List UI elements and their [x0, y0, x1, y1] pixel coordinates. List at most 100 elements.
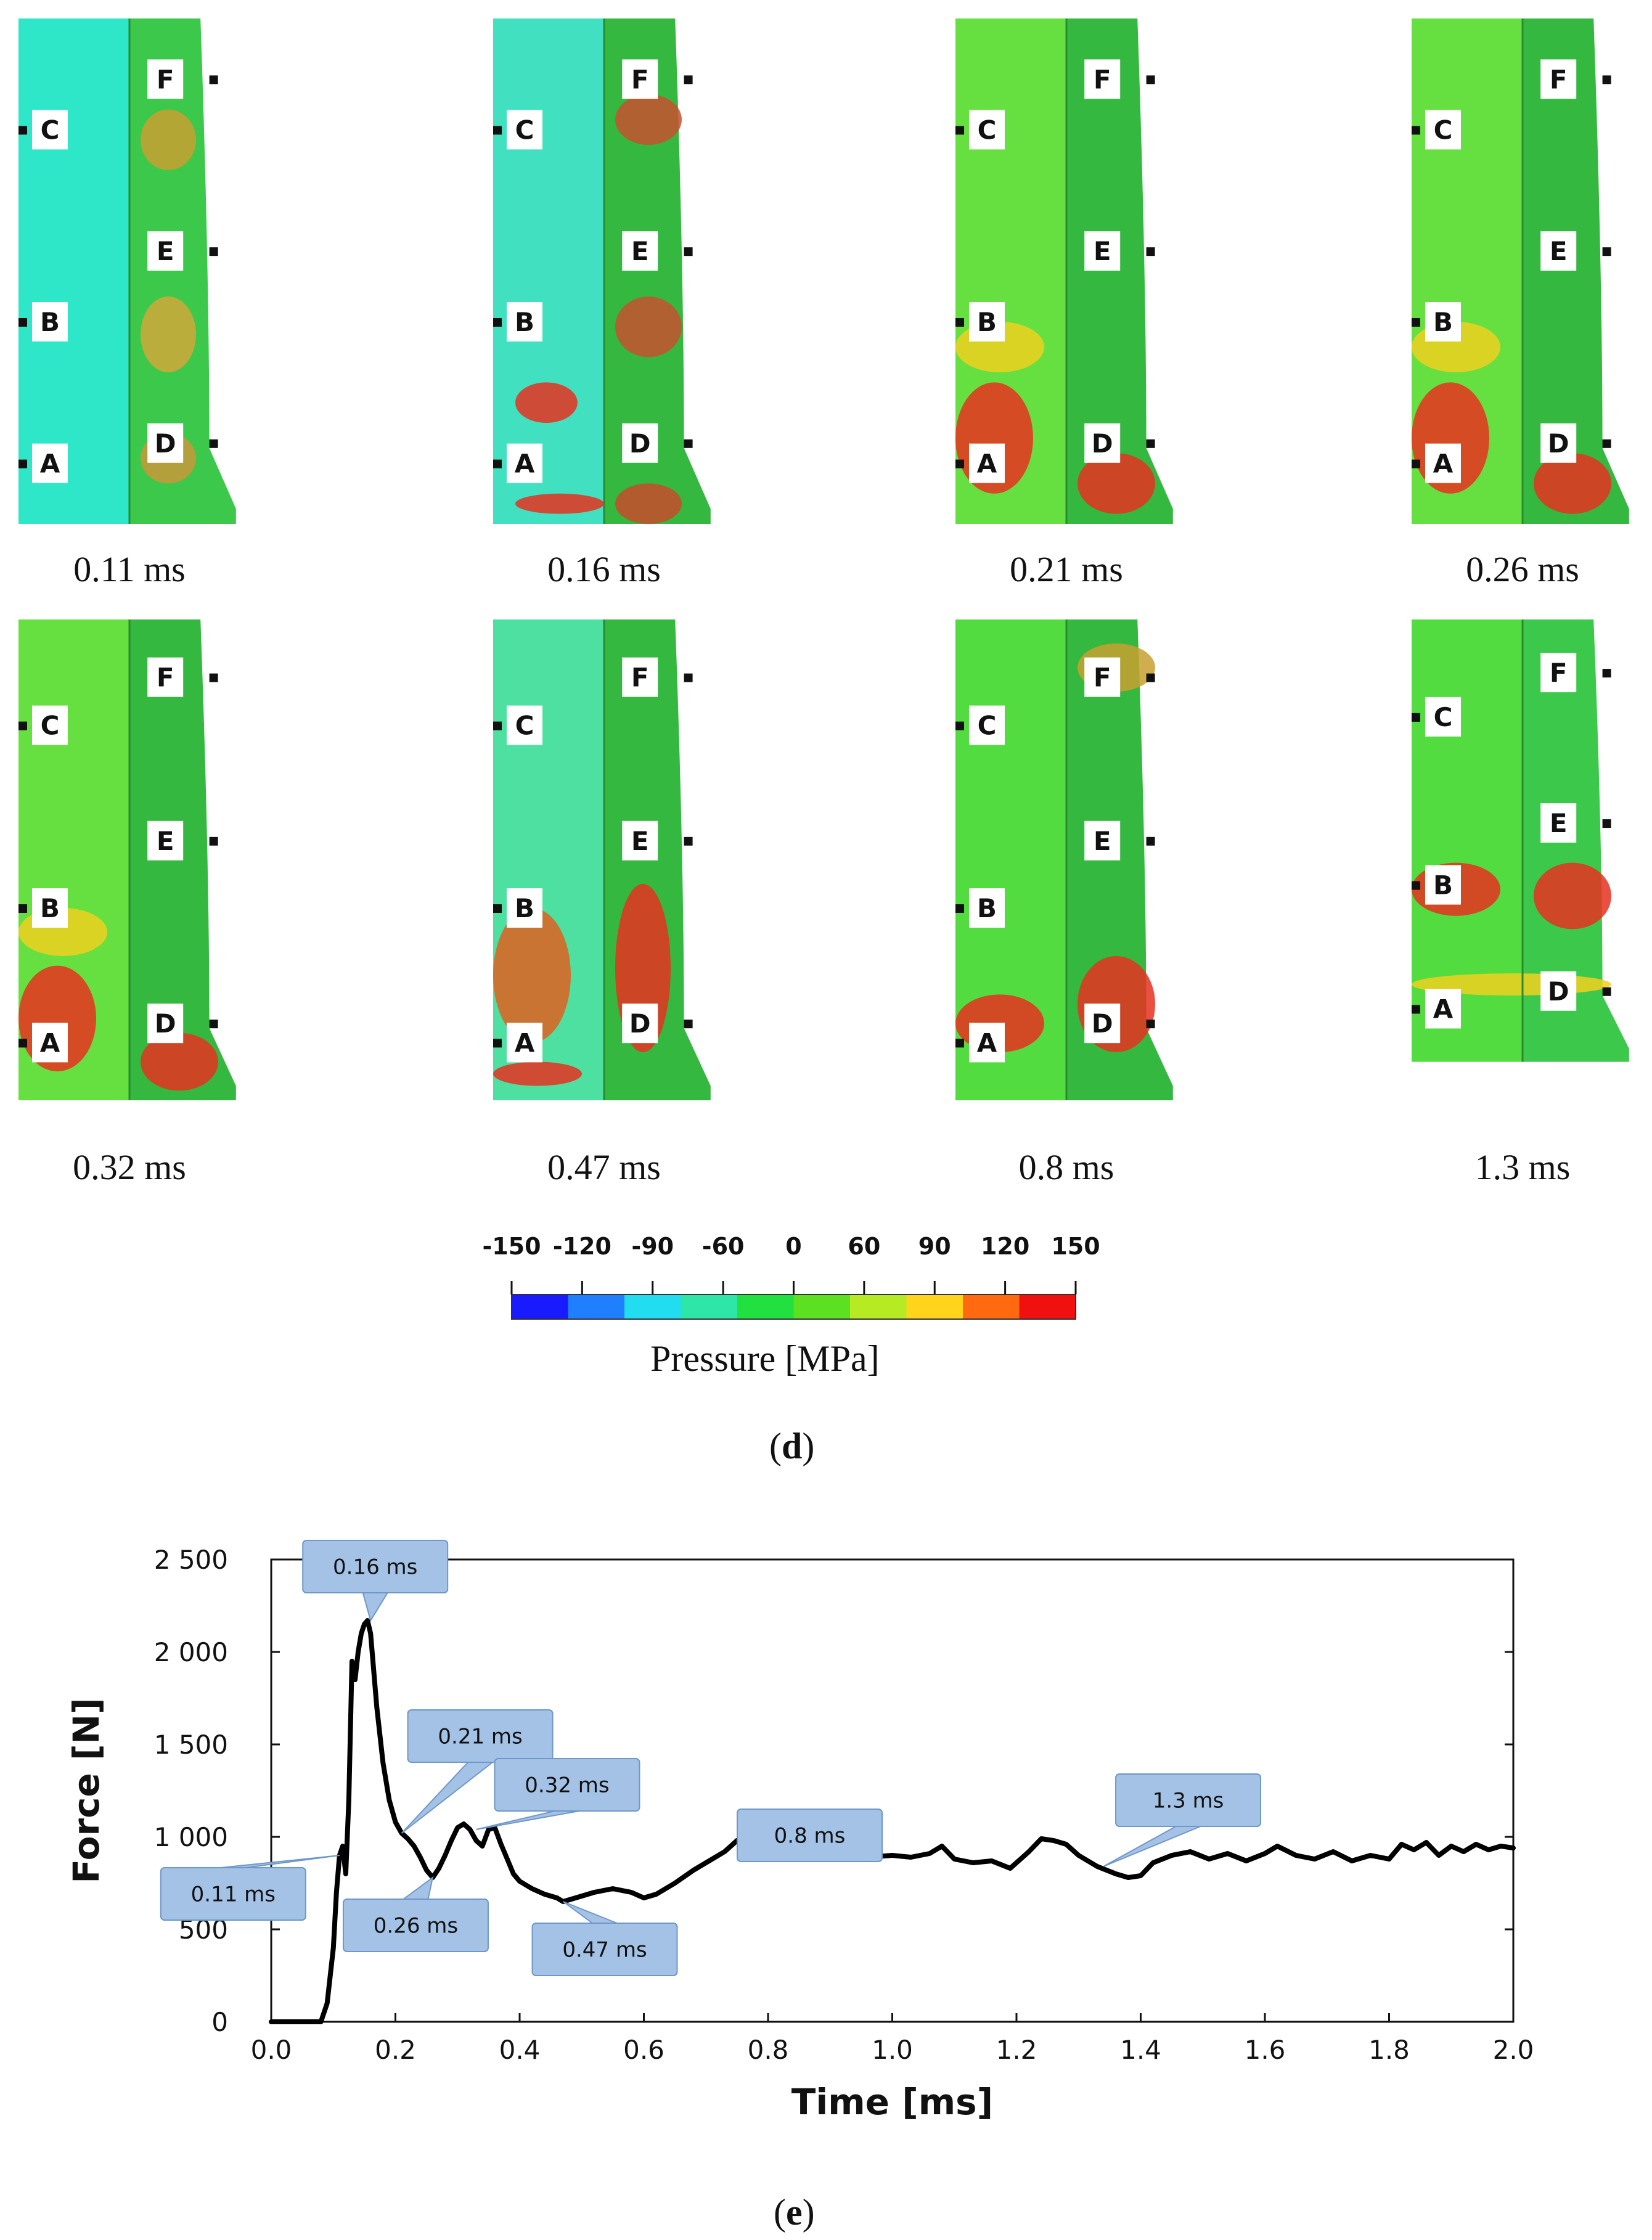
marker-d: D	[147, 1004, 218, 1044]
pressure-snapshot: A B C D E F	[493, 18, 715, 524]
marker-f: F	[1540, 653, 1611, 693]
marker-e: E	[1540, 231, 1611, 271]
colorbar-segment	[850, 1294, 907, 1319]
colorbar-segment	[681, 1294, 738, 1319]
svg-text:E: E	[1550, 808, 1568, 838]
callout-label: 0.21 ms	[438, 1725, 522, 1749]
marker-b: B	[493, 302, 542, 341]
svg-text:E: E	[157, 826, 174, 856]
callout-label: 0.32 ms	[525, 1773, 609, 1798]
x-tick-label: 0.6	[623, 2035, 664, 2065]
pressure-snapshot: A B C D E F	[1412, 619, 1634, 1100]
svg-text:B: B	[40, 307, 60, 337]
y-tick-label: 1 000	[154, 1822, 228, 1852]
svg-text:D: D	[155, 428, 176, 459]
snapshot-contour: A B C D E F	[1412, 619, 1629, 1062]
marker-f: F	[1084, 657, 1155, 697]
colorbar-tick-label: -60	[701, 1233, 745, 1260]
colorbar-segment	[512, 1294, 568, 1319]
marker-d: D	[622, 423, 693, 463]
marker-f: F	[1540, 59, 1611, 99]
pressure-snapshot: A B C D E F	[493, 619, 715, 1100]
subfigure-d-label: (d)	[769, 1426, 815, 1466]
marker-e: E	[1540, 803, 1611, 843]
x-tick-label: 0.4	[499, 2035, 541, 2065]
marker-b: B	[1412, 302, 1461, 341]
marker-e: E	[147, 820, 218, 860]
x-tick-label: 0.0	[251, 2035, 292, 2065]
snapshot-time-label: 0.11 ms	[73, 549, 186, 589]
snapshot-time-label: 0.47 ms	[547, 1147, 661, 1187]
marker-b: B	[955, 302, 1005, 341]
snapshot-time-label: 0.32 ms	[73, 1147, 186, 1187]
snapshot-contour: A B C D E F	[955, 18, 1173, 524]
y-tick-label: 2 000	[154, 1637, 228, 1667]
callout-label: 0.11 ms	[191, 1882, 276, 1907]
y-axis-title: Force [N]	[65, 1698, 107, 1883]
marker-b: B	[18, 888, 68, 928]
svg-text:D: D	[1548, 428, 1569, 459]
snapshot-contour: A B C D E F	[493, 619, 711, 1100]
marker-c: C	[493, 705, 542, 745]
y-tick-label: 2 500	[154, 1545, 228, 1575]
svg-text:C: C	[515, 115, 534, 145]
callout-annotation: 0.26 ms	[342, 1876, 489, 1952]
marker-f: F	[147, 657, 218, 697]
x-axis-title: Time [ms]	[791, 2081, 993, 2123]
svg-text:C: C	[1434, 115, 1453, 145]
svg-text:C: C	[978, 115, 997, 145]
pressure-snapshot: A B C D E F	[1412, 18, 1634, 524]
marker-e: E	[622, 231, 693, 271]
snapshot-contour: A B C D E F	[955, 619, 1173, 1100]
colorbar-segment	[793, 1294, 851, 1319]
snapshot-time-label: 1.3 ms	[1474, 1147, 1571, 1187]
subfigure-e-label: (e)	[774, 2192, 815, 2233]
marker-d: D	[1084, 1004, 1155, 1044]
marker-a: A	[493, 1023, 542, 1063]
callout-label: 0.16 ms	[333, 1555, 417, 1580]
marker-b: B	[955, 888, 1005, 928]
svg-text:F: F	[631, 64, 649, 94]
marker-c: C	[18, 705, 68, 745]
pressure-snapshot: A B C D E F	[955, 18, 1177, 524]
marker-a: A	[955, 1023, 1005, 1063]
colorbar-tick-label: -90	[631, 1233, 674, 1260]
svg-text:D: D	[1548, 976, 1569, 1007]
svg-text:A: A	[515, 449, 535, 479]
marker-b: B	[1412, 865, 1461, 905]
marker-c: C	[493, 110, 542, 150]
svg-text:F: F	[157, 64, 174, 94]
marker-f: F	[1084, 59, 1155, 99]
marker-a: A	[1412, 443, 1461, 483]
marker-b: B	[493, 888, 542, 928]
colorbar-tick-label: 0	[785, 1233, 802, 1260]
snapshot-time-label: 0.8 ms	[1018, 1147, 1114, 1187]
marker-c: C	[1412, 697, 1461, 737]
svg-text:B: B	[977, 307, 997, 337]
colorbar-gradient	[510, 1281, 1077, 1320]
plot-frame	[270, 1558, 1515, 2023]
callout-label: 0.47 ms	[562, 1938, 647, 1963]
x-tick-label: 1.4	[1120, 2035, 1161, 2065]
marker-d: D	[622, 1004, 693, 1044]
colorbar-segment	[568, 1294, 625, 1319]
svg-text:C: C	[978, 711, 997, 741]
svg-text:E: E	[1094, 236, 1111, 266]
y-tick-label: 1 500	[154, 1730, 228, 1760]
svg-text:C: C	[1434, 702, 1453, 732]
svg-text:B: B	[977, 893, 997, 923]
callout-label: 0.26 ms	[374, 1914, 458, 1939]
svg-text:F: F	[1094, 663, 1111, 693]
force-series-line	[269, 1618, 1516, 2024]
svg-text:E: E	[1550, 236, 1568, 266]
callout-annotation: 0.21 ms	[401, 1709, 554, 1834]
svg-text:F: F	[1550, 64, 1568, 94]
snapshot-time-label: 0.21 ms	[1010, 549, 1123, 589]
svg-text:E: E	[157, 236, 174, 266]
snapshot-contour: A B C D E F	[18, 18, 236, 524]
x-tick-label: 1.2	[996, 2035, 1037, 2065]
callout-annotation: 0.11 ms	[160, 1855, 340, 1921]
marker-a: A	[1412, 989, 1461, 1029]
svg-text:D: D	[155, 1008, 176, 1039]
